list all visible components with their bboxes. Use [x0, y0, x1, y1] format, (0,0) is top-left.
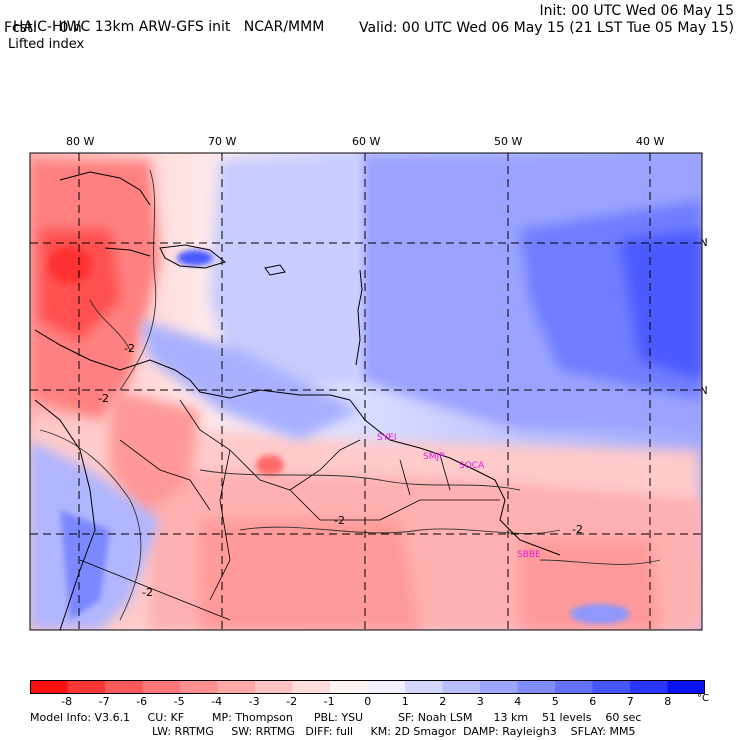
colorbar-tick-label: 8	[664, 695, 672, 708]
colorbar-tick-label: 3	[476, 695, 484, 708]
lon-label-40w: 40 W	[636, 135, 665, 148]
lon-label-70w: 70 W	[208, 135, 237, 148]
colorbar-tick-label: -2	[286, 695, 298, 708]
lon-label-50w: 50 W	[494, 135, 523, 148]
model-title: HAIC-HIWC 13km ARW-GFS init	[12, 19, 231, 35]
colorbar-tick-label: 2	[439, 695, 447, 708]
colorbar-tick-label: 5	[551, 695, 559, 708]
colorbar-swatch	[630, 680, 668, 694]
shaded-field	[30, 153, 702, 630]
colorbar-tick-label: -3	[248, 695, 260, 708]
colorbar-swatch	[217, 680, 256, 694]
station-label: SYEI	[377, 433, 397, 443]
colorbar-tick-label: 6	[589, 695, 597, 708]
colorbar-tick-label: 4	[514, 695, 522, 708]
field-name: Lifted index	[8, 37, 85, 52]
colorbar-tick-label: 7	[626, 695, 634, 708]
header-title-line: HAIC-HIWC 13km ARW-GFS init NCAR/MMM	[4, 3, 324, 35]
colorbar-swatch	[105, 680, 143, 694]
coastlines	[34, 171, 561, 630]
lon-label-60w: 60 W	[352, 135, 381, 148]
colorbar-tick-label: 1	[401, 695, 409, 708]
colorbar-swatch	[592, 680, 631, 694]
colorbar-swatch	[180, 680, 218, 694]
colorbar-swatch	[405, 680, 443, 694]
colorbar-tick-label: -8	[61, 695, 73, 708]
colorbar-tick-label: 0	[364, 695, 372, 708]
lon-label-80w: 80 W	[66, 135, 95, 148]
org-label: NCAR/MMM	[243, 19, 325, 35]
model-info-line-1: Model Info: V3.6.1 CU: KF MP: Thompson P…	[30, 711, 642, 724]
graticule	[30, 153, 702, 630]
station-label: SMJP	[423, 452, 445, 462]
contours	[39, 169, 661, 621]
colorbar	[30, 680, 705, 694]
valid-time: Valid: 00 UTC Wed 06 May 15 (21 LST Tue …	[359, 20, 734, 36]
colorbar-tick-label: -7	[98, 695, 110, 708]
colorbar-swatch	[30, 680, 68, 694]
contour-label: -2	[124, 342, 135, 355]
contour-label: -2	[334, 514, 345, 527]
colorbar-swatch	[367, 680, 406, 694]
model-info-line-2: LW: RRTMG SW: RRTMG DIFF: full KM: 2D Sm…	[152, 725, 636, 738]
contour-label: -2	[98, 392, 109, 405]
country-borders	[79, 399, 500, 621]
colorbar-swatch	[480, 680, 518, 694]
colorbar-tick-label: -4	[211, 695, 223, 708]
colorbar-swatch	[142, 680, 181, 694]
forecast-hour: Fcst: 0 h	[4, 20, 82, 36]
map-frame	[29, 152, 703, 631]
colorbar-tick-label: -1	[323, 695, 335, 708]
colorbar-swatch	[67, 680, 106, 694]
colorbar-swatch	[330, 680, 368, 694]
colorbar-unit: °C	[697, 693, 709, 704]
station-label: SOCA	[459, 461, 485, 471]
colorbar-swatch	[555, 680, 593, 694]
colorbar-swatch	[442, 680, 481, 694]
colorbar-tick-label: -6	[136, 695, 148, 708]
colorbar-swatch	[517, 680, 556, 694]
station-label: SBBE	[517, 550, 541, 560]
colorbar-swatch	[292, 680, 331, 694]
colorbar-swatch	[255, 680, 293, 694]
colorbar-swatch	[667, 680, 705, 694]
contour-label: -2	[142, 586, 153, 599]
colorbar-tick-label: -5	[173, 695, 185, 708]
init-time: Init: 00 UTC Wed 06 May 15	[539, 3, 734, 19]
lifted-index-map: SYEI SMJP SOCA SBBE -2 -2 -2 -2 -2	[29, 152, 703, 631]
contour-label: -2	[572, 523, 583, 536]
